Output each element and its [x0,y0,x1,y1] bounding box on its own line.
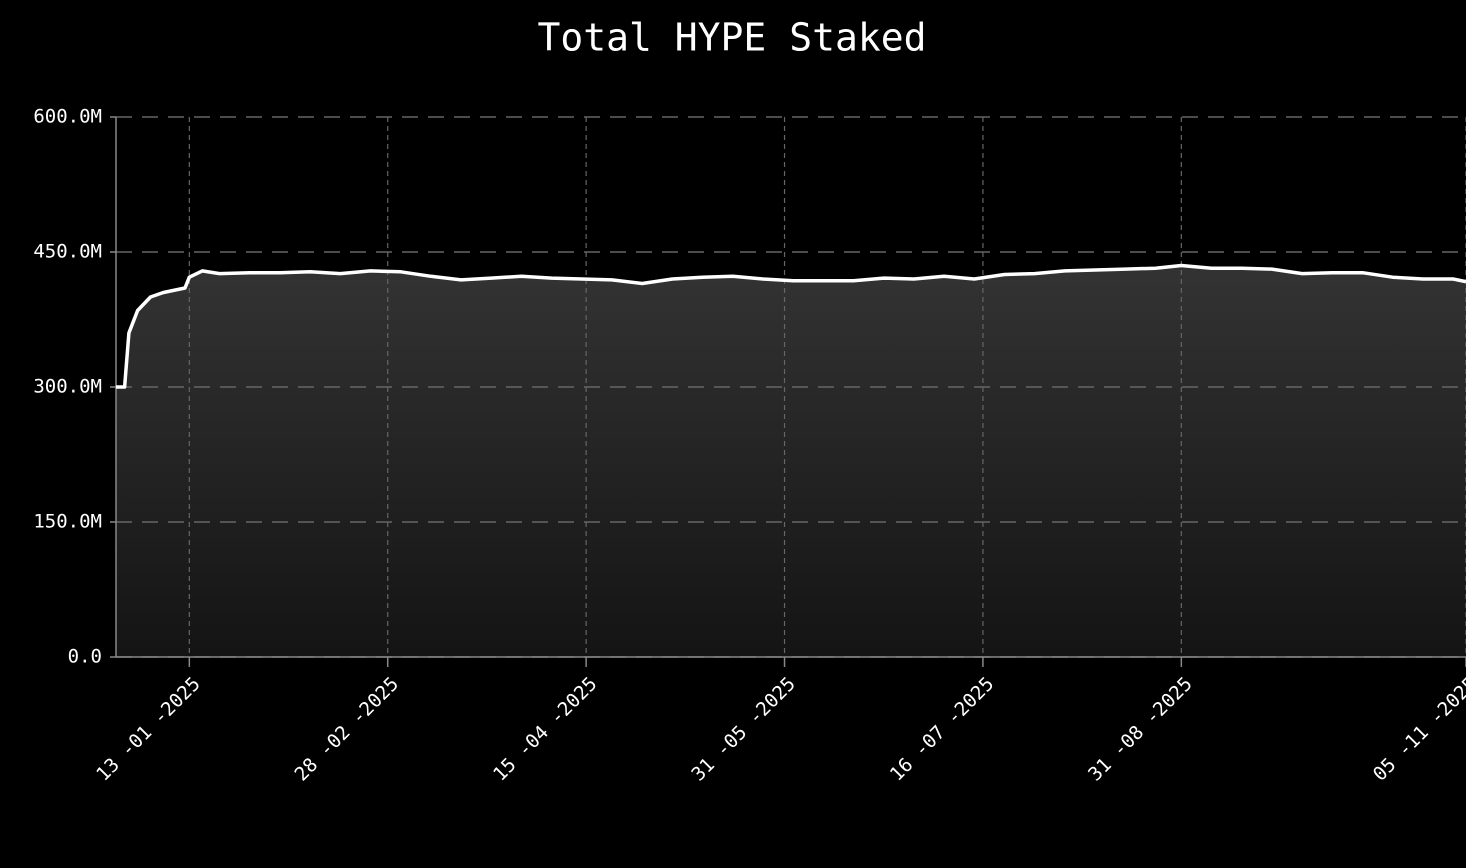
y-tick-label: 0.0 [68,646,102,668]
line [116,263,1466,389]
area-fill [116,265,1466,657]
x-tick-label: 28 -02 -2025 [291,673,404,786]
x-tick-label: 15 -04 -2025 [489,673,602,786]
y-tick-label: 450.0M [33,241,102,263]
y-tick-label: 300.0M [33,376,102,398]
x-tick-label: 31 -05 -2025 [687,673,800,786]
x-tick-label: 13 -01 -2025 [92,673,205,786]
y-tick-label: 600.0M [33,106,102,128]
x-tick-label: 16 -07 -2025 [886,673,999,786]
x-tick-label: 31 -08 -2025 [1084,673,1197,786]
chart-title: Total HYPE Staked [538,16,927,60]
x-tick-label: 05 -11 -2025 [1369,673,1466,786]
y-tick-label: 150.0M [33,511,102,533]
